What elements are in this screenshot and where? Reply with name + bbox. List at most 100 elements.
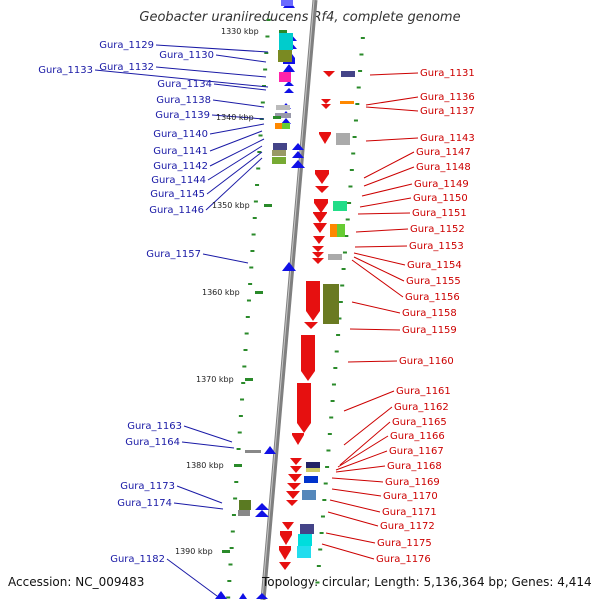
right-label-leader <box>337 435 389 468</box>
right-gene-label: Gura_1167 <box>389 446 444 457</box>
reverse-gene-arrow <box>304 322 318 329</box>
right-label-leader <box>339 421 391 466</box>
reverse-gene-arrow <box>312 258 324 264</box>
tick-mark <box>253 200 258 203</box>
left-gene-label: Gura_1132 <box>99 62 154 73</box>
left-label-leader <box>181 441 235 449</box>
left-label-leader <box>209 130 263 152</box>
left-label-leader <box>155 44 269 53</box>
tick-mark <box>353 119 358 122</box>
kbp-label: 1360 kbp <box>202 288 240 297</box>
feature-bar <box>300 524 314 534</box>
forward-gene-arrow <box>284 81 294 86</box>
tick-mark <box>242 365 247 368</box>
reverse-gene-arrow <box>286 491 300 499</box>
tick-mark <box>244 332 249 335</box>
left-label-leader <box>205 157 263 211</box>
left-label-leader <box>212 99 265 108</box>
left-gene-label: Gura_1174 <box>117 498 172 509</box>
reverse-gene-arrow <box>290 466 302 473</box>
right-label-leader <box>331 477 384 483</box>
tick-mark <box>236 448 241 450</box>
left-label-leader <box>176 485 223 504</box>
tick-mark <box>347 202 352 204</box>
right-label-leader <box>321 543 375 560</box>
tick-mark <box>356 86 361 89</box>
feature-bar <box>333 201 347 211</box>
feature-bar <box>304 476 318 483</box>
kbp-tick <box>245 378 253 381</box>
tick-mark <box>331 383 336 386</box>
reverse-gene-block <box>297 383 311 433</box>
feature-bar <box>306 462 320 468</box>
left-gene-label: Gura_1138 <box>156 95 211 106</box>
right-gene-label: Gura_1166 <box>390 431 445 442</box>
tick-mark <box>341 268 346 270</box>
right-label-leader <box>351 301 401 314</box>
reverse-gene-block <box>279 546 291 560</box>
feature-bar <box>281 0 293 6</box>
right-label-leader <box>369 72 419 76</box>
forward-gene-arrow <box>281 118 291 124</box>
right-label-leader <box>351 259 404 298</box>
right-label-leader <box>347 360 398 363</box>
forward-gene-arrow <box>292 143 304 150</box>
right-gene-label: Gura_1165 <box>392 417 447 428</box>
tick-mark <box>349 169 354 171</box>
reverse-gene-arrow <box>290 458 302 465</box>
feature-bar <box>298 534 312 546</box>
right-gene-label: Gura_1175 <box>377 538 432 549</box>
left-gene-label: Gura_1130 <box>159 50 214 61</box>
tick-mark <box>227 580 232 582</box>
left-gene-label: Gura_1140 <box>153 129 208 140</box>
forward-gene-arrow <box>291 160 305 168</box>
feature-bar <box>273 143 287 150</box>
tick-mark <box>340 284 345 287</box>
tick-mark <box>241 382 246 384</box>
tick-mark <box>360 37 365 39</box>
reverse-gene-arrow <box>313 236 325 244</box>
tick-mark <box>318 548 323 551</box>
right-gene-label: Gura_1168 <box>387 461 442 472</box>
tick-mark <box>230 530 235 533</box>
tick-mark <box>237 431 242 434</box>
genome-axis-highlight <box>261 0 315 600</box>
tick-mark <box>264 52 269 54</box>
reverse-gene-arrow <box>279 562 291 570</box>
tick-marks-layer <box>226 19 365 599</box>
right-gene-label: Gura_1154 <box>407 260 462 271</box>
feature-bar <box>279 72 291 82</box>
forward-gene-arrow <box>264 446 276 454</box>
tick-mark <box>351 152 356 155</box>
forward-gene-arrow <box>239 593 247 599</box>
right-label-leader <box>349 328 401 331</box>
tick-mark <box>263 68 268 71</box>
kbp-tick <box>273 116 281 119</box>
left-gene-label: Gura_1134 <box>157 79 212 90</box>
tick-mark <box>243 349 248 351</box>
reverse-gene-arrow <box>315 186 329 193</box>
right-gene-label: Gura_1176 <box>376 554 431 565</box>
left-gene-label: Gura_1133 <box>38 65 93 76</box>
tick-mark <box>252 217 257 219</box>
right-gene-label: Gura_1143 <box>420 133 475 144</box>
tick-mark <box>352 136 357 138</box>
kbp-tick <box>255 291 263 294</box>
tick-mark <box>251 233 256 236</box>
right-gene-label: Gura_1156 <box>405 292 460 303</box>
kbp-label: 1390 kbp <box>175 547 213 556</box>
reverse-gene-arrow <box>321 104 331 109</box>
left-label-leader <box>209 138 265 167</box>
right-gene-label: Gura_1161 <box>396 386 451 397</box>
kbp-label: 1330 kbp <box>221 27 259 36</box>
right-gene-label: Gura_1148 <box>416 162 471 173</box>
kbp-scale-layer: 1330 kbp 1340 kbp 1350 kbp 1360 kbp 1370 kbp… <box>175 27 287 556</box>
tick-mark <box>316 565 321 567</box>
feature-bar <box>323 284 339 324</box>
left-gene-label: Gura_1164 <box>125 437 180 448</box>
right-gene-label: Gura_1136 <box>420 92 475 103</box>
left-label-leader <box>155 66 267 78</box>
left-label-leader <box>209 123 265 135</box>
reverse-gene-block <box>301 335 315 381</box>
